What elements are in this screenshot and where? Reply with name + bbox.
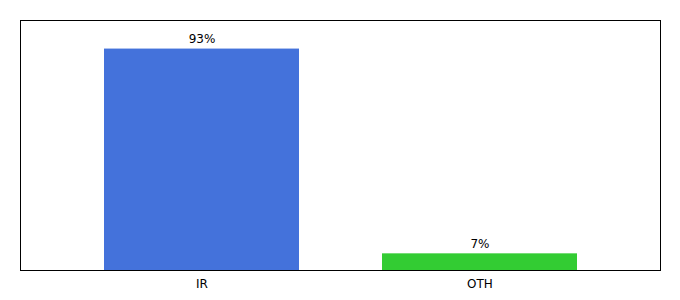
svg-text:93%: 93% [189,32,216,46]
svg-text:IR: IR [196,277,208,291]
svg-text:7%: 7% [470,237,489,251]
svg-text:OTH: OTH [467,277,493,291]
